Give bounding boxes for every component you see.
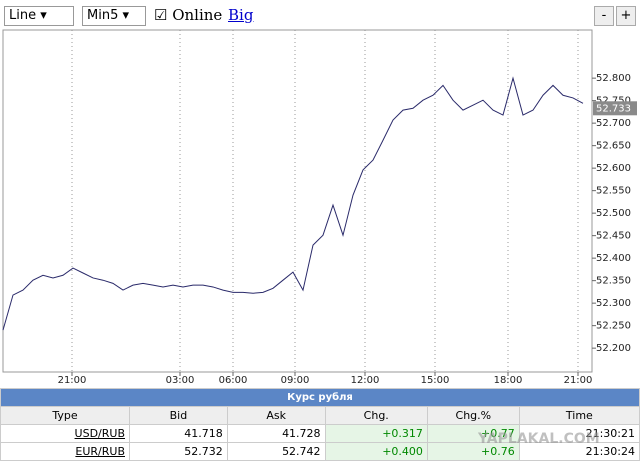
- y-tick-label: 52.800: [596, 73, 631, 84]
- last-value-box: [593, 101, 637, 116]
- y-tick-label: 52.250: [596, 321, 631, 332]
- table-cell: +0.77: [426, 424, 520, 443]
- table-cell: Bid: [129, 406, 228, 425]
- zoom-out[interactable]: -: [594, 6, 614, 26]
- interval-select[interactable]: Min5 ▾: [82, 6, 146, 26]
- y-tick-label: 52.200: [596, 343, 631, 354]
- x-tick-label: 21:00: [58, 375, 87, 386]
- quotes-table: Курс рубля Type Bid Ask Chg. Chg.% Time USD/RU…: [0, 388, 640, 461]
- table-cell: 52.732: [129, 442, 228, 461]
- online-label: Online: [172, 6, 223, 24]
- table-cell: 52.742: [226, 442, 326, 461]
- table-cell: +0.317: [324, 424, 428, 443]
- x-tick-label: 09:00: [281, 375, 310, 386]
- chart-type: Line: [9, 8, 37, 23]
- y-tick-label: 52.350: [596, 276, 631, 287]
- table-cell: Time: [518, 406, 640, 425]
- table-cell: Type: [0, 406, 130, 425]
- table-cell: Chg.: [324, 406, 428, 425]
- table-cell: USD/RUB: [0, 424, 130, 443]
- y-tick-label: 52.450: [596, 231, 631, 242]
- x-tick-label: 03:00: [166, 375, 195, 386]
- table-cell: +0.400: [324, 442, 428, 461]
- x-tick-label: 18:00: [494, 375, 523, 386]
- y-tick-label: 52.650: [596, 141, 631, 152]
- plot-frame: [2, 29, 593, 373]
- price-line: [2, 76, 584, 331]
- y-tick-label: 52.750: [596, 96, 631, 107]
- watermark: YAPLAKAL.COM: [478, 431, 600, 447]
- table-cell: Chg.%: [426, 406, 520, 425]
- table-cell: 21:30:24: [518, 442, 640, 461]
- x-tick-label: 06:00: [219, 375, 248, 386]
- y-tick-label: 52.500: [596, 208, 631, 219]
- zoom-in[interactable]: +: [616, 6, 636, 26]
- y-tick-label: 52.400: [596, 253, 631, 264]
- chart: 21:00 03:00 06:00 09:00 12:00 15:00 18:00 21:00…: [2, 29, 637, 386]
- interval: Min5: [87, 8, 119, 23]
- y-tick-label: 52.700: [596, 118, 631, 129]
- x-tick-label: 21:00: [564, 375, 593, 386]
- y-tick-label: 52.550: [596, 186, 631, 197]
- table-cell: Ask: [226, 406, 326, 425]
- y-tick-label: 52.300: [596, 298, 631, 309]
- table-title: Курс рубля: [0, 388, 640, 407]
- x-tick-label: 12:00: [351, 375, 380, 386]
- table-cell: 41.728: [226, 424, 326, 443]
- online-toggle[interactable]: ☑ Online: [154, 6, 223, 24]
- big-link[interactable]: Big: [228, 6, 254, 24]
- table-cell: 41.718: [129, 424, 228, 443]
- y-tick-label: 52.600: [596, 163, 631, 174]
- table-cell: +0.76: [426, 442, 520, 461]
- last-value-label: 52.733: [596, 103, 631, 114]
- table-cell: 21:30:21: [518, 424, 640, 443]
- table-cell: EUR/RUB: [0, 442, 130, 461]
- x-tick-label: 15:00: [421, 375, 450, 386]
- chart-type-select[interactable]: Line ▾: [4, 6, 74, 26]
